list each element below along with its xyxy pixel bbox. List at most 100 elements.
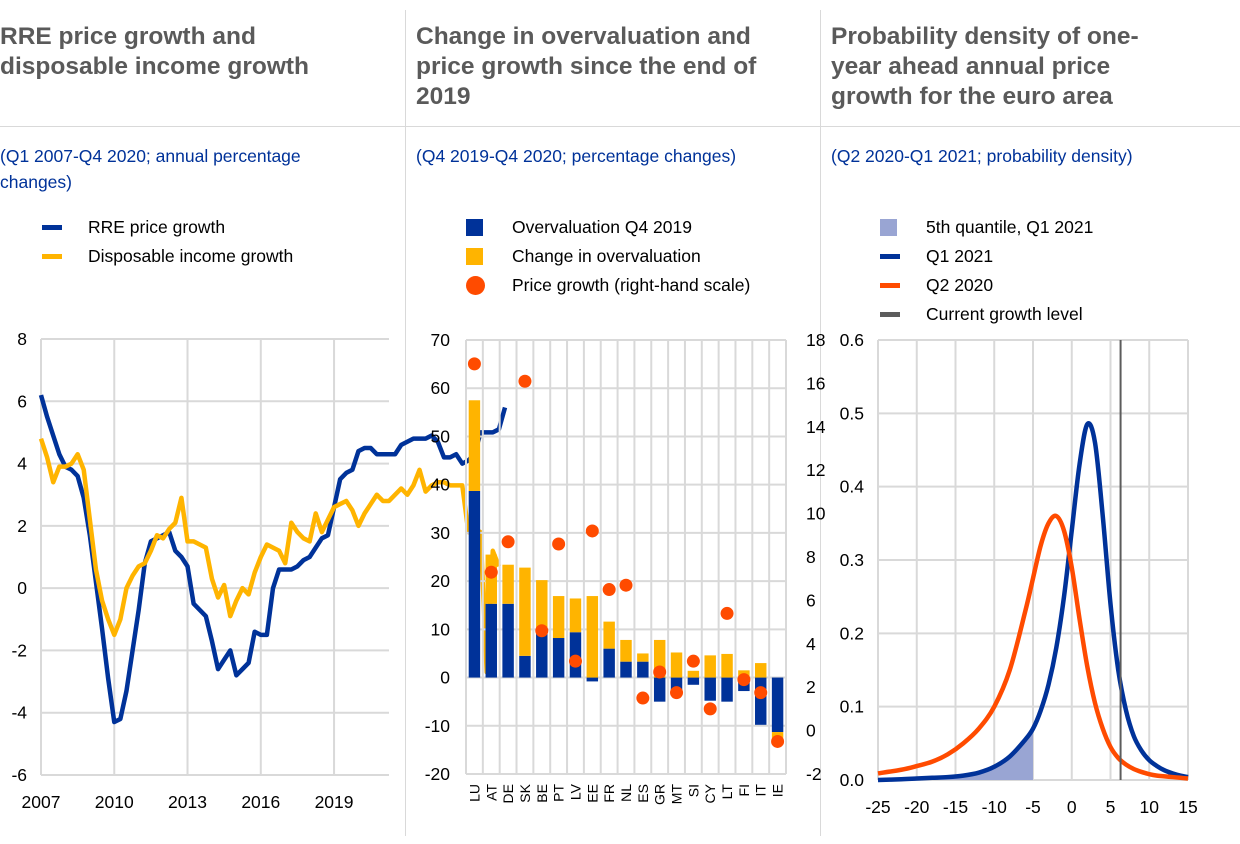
point-price-growth	[703, 702, 717, 716]
x-tick-label: -20	[904, 797, 930, 817]
y2-tick-label: -2	[806, 764, 822, 784]
density-curve-q2-2020	[877, 513, 1189, 781]
bar-overvaluation	[687, 677, 700, 685]
bar-change-overvaluation	[536, 580, 548, 630]
y-tick-label: -10	[425, 716, 451, 736]
title-line: Change in overvaluation and	[416, 23, 751, 50]
y-tick-label: 0.2	[840, 623, 864, 643]
y-tick-label: 0.4	[840, 477, 865, 497]
y2-tick-label: 12	[806, 460, 825, 480]
x-tick-label: PT	[551, 784, 567, 802]
y-tick-label: -4	[11, 703, 27, 723]
x-tick-label: ES	[635, 784, 651, 803]
point-price-growth	[552, 537, 566, 551]
panel-1-legend: RRE price growth Disposable income growt…	[42, 213, 293, 271]
legend-swatch-change	[466, 248, 483, 265]
y2-tick-label: 18	[806, 330, 825, 350]
y-tick-label: 0.0	[840, 770, 865, 790]
y-tick-label: 0	[17, 578, 27, 598]
panel-1-subtitle: (Q1 2007-Q4 2020; annual percentage chan…	[0, 143, 301, 195]
point-price-growth	[484, 565, 498, 579]
point-price-growth	[501, 535, 515, 549]
bar-change-overvaluation	[687, 670, 700, 678]
point-price-growth	[518, 374, 532, 388]
x-tick-label: 5	[1106, 797, 1116, 817]
legend-label: Overvaluation Q4 2019	[512, 217, 692, 237]
point-price-growth	[653, 665, 667, 679]
y-tick-label: 6	[17, 391, 27, 411]
y-tick-label: 10	[431, 619, 451, 639]
x-tick-label: 0	[1067, 797, 1077, 817]
header-divider	[0, 126, 1240, 127]
bar-change-overvaluation	[569, 598, 582, 633]
y2-tick-label: 2	[806, 677, 816, 697]
x-tick-label: LT	[719, 784, 735, 800]
subtitle-line: changes)	[0, 172, 72, 192]
bar-change-overvaluation	[519, 567, 531, 656]
bar-change-overvaluation	[653, 639, 666, 678]
y-tick-label: 4	[17, 454, 27, 474]
bar-overvaluation	[771, 677, 784, 733]
bar-change-overvaluation	[637, 653, 649, 662]
legend-label: Change in overvaluation	[512, 246, 701, 266]
y-tick-label: 40	[431, 475, 451, 495]
panel-1-title: RRE price growth and disposable income g…	[0, 22, 309, 82]
point-price-growth	[754, 686, 768, 700]
y-tick-label: 70	[431, 330, 451, 350]
y-tick-label: 0.5	[840, 403, 864, 423]
bar-change-overvaluation	[721, 653, 733, 678]
title-line: price growth since the end of	[416, 53, 757, 80]
y2-tick-label: 14	[806, 417, 826, 437]
legend-label: 5th quantile, Q1 2021	[926, 217, 1094, 237]
legend-item: Overvaluation Q4 2019	[466, 213, 750, 242]
bar-overvaluation	[552, 638, 565, 678]
legend-item: Q2 2020	[880, 271, 1093, 300]
y2-tick-label: 0	[806, 721, 816, 741]
title-line: 2019	[416, 83, 471, 110]
bar-overvaluation	[620, 661, 632, 678]
x-tick-label: -5	[1025, 797, 1041, 817]
bar-overvaluation	[468, 490, 481, 678]
x-tick-label: 2013	[168, 792, 207, 812]
y2-tick-label: 8	[806, 547, 816, 567]
x-tick-label: 2010	[95, 792, 134, 812]
legend-swatch-quantile	[880, 219, 897, 236]
bar-change-overvaluation	[502, 564, 514, 604]
subtitle-line: (Q4 2019-Q4 2020; percentage changes)	[416, 146, 737, 166]
legend-swatch-overvaluation	[466, 219, 483, 236]
legend-item: RRE price growth	[42, 213, 293, 242]
y2-tick-label: 16	[806, 373, 825, 393]
x-tick-label: BE	[534, 784, 550, 803]
bar-change-overvaluation	[468, 400, 481, 491]
y2-tick-label: 6	[806, 590, 816, 610]
panel-2-subtitle: (Q4 2019-Q4 2020; percentage changes)	[416, 143, 736, 169]
legend-item: Q1 2021	[880, 242, 1093, 271]
x-tick-label: MT	[669, 784, 685, 805]
y-tick-label: 2	[17, 516, 27, 536]
x-tick-label: LV	[567, 783, 583, 800]
point-price-growth	[602, 583, 616, 597]
y-tick-label: 0	[440, 668, 450, 688]
legend-label: Disposable income growth	[88, 246, 294, 266]
x-tick-label: 15	[1178, 797, 1197, 817]
bar-change-overvaluation	[670, 652, 683, 678]
bar-change-overvaluation	[620, 639, 632, 662]
bar-overvaluation	[704, 677, 716, 701]
x-tick-label: -10	[982, 797, 1008, 817]
y2-tick-label: 4	[806, 634, 816, 654]
bar-change-overvaluation	[704, 655, 716, 678]
legend-item: Current growth level	[880, 300, 1093, 329]
legend-item: Change in overvaluation	[466, 242, 750, 271]
point-price-growth	[535, 624, 549, 638]
bar-change-overvaluation	[485, 554, 497, 604]
x-tick-label: GR	[652, 784, 668, 805]
legend-swatch-price-growth	[466, 276, 485, 295]
bar-change-overvaluation	[755, 663, 767, 678]
bar-overvaluation	[653, 677, 666, 702]
point-price-growth	[619, 578, 633, 592]
bar-change-overvaluation	[552, 596, 565, 639]
x-tick-label: SK	[517, 783, 533, 802]
y-tick-label: -6	[11, 765, 27, 785]
y-tick-label: 0.6	[840, 330, 864, 350]
